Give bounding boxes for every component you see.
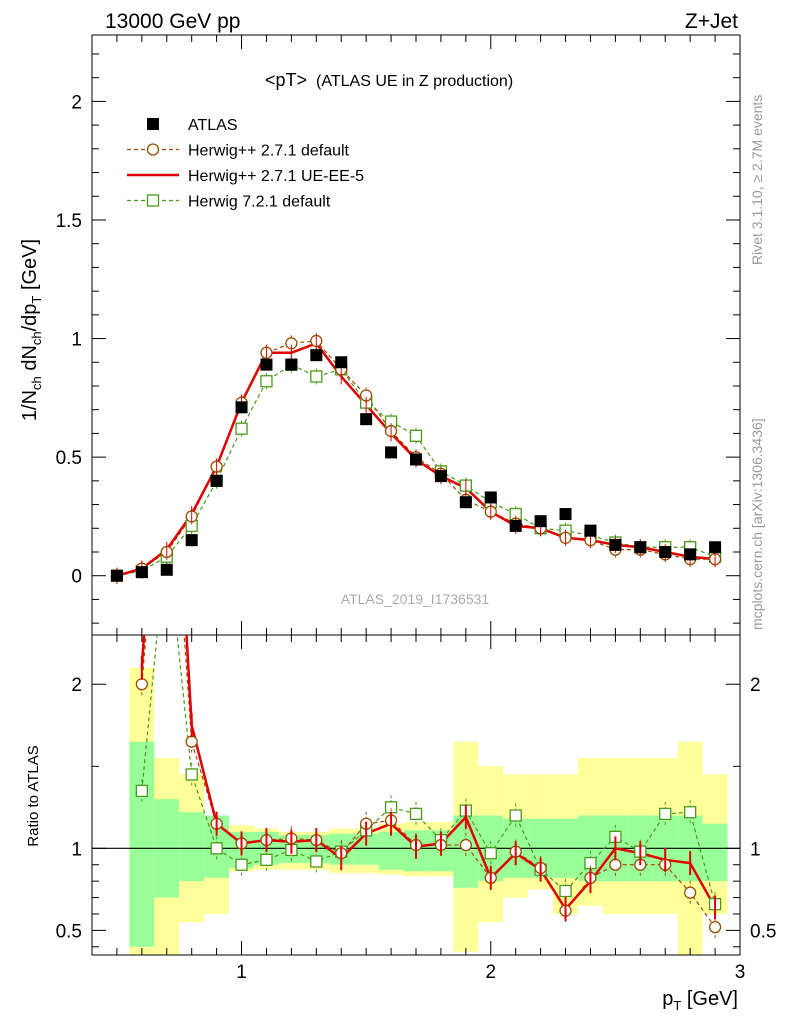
y-tick-label: 1.5 (56, 211, 82, 232)
ratio-point (459, 838, 472, 852)
ratio-y-tick-label-right: 1 (750, 839, 761, 860)
y-tick-label: 2 (71, 92, 82, 113)
atlas-point (135, 566, 148, 579)
rivet-label: Rivet 3.1.10, ≥ 2.7M events (749, 95, 765, 265)
data-point (310, 370, 323, 383)
ratio-point (559, 884, 572, 898)
atlas-point (285, 358, 298, 371)
atlas-point (160, 563, 173, 576)
ratio-point (609, 858, 622, 871)
ratio-point (135, 678, 148, 691)
ratio-point (260, 853, 273, 866)
atlas-point (509, 519, 522, 532)
x-tick-label: 3 (735, 962, 746, 983)
ratio-point (185, 735, 198, 748)
ratio-point (210, 842, 223, 855)
ratio-point (708, 920, 722, 934)
legend-label: Herwig++ 2.7.1 default (188, 143, 350, 160)
ratio-y-tick-label: 2 (71, 675, 82, 696)
ratio-point (235, 858, 248, 871)
plot-title: <pT> (ATLAS UE in Z production) (265, 70, 513, 90)
ratio-point (684, 806, 697, 819)
y-axis-label: 1/Nch dNch/dpT [GeV] (19, 239, 44, 421)
ratio-band-inner (378, 831, 404, 870)
atlas-point (634, 541, 647, 554)
series-line (116, 363, 716, 577)
ratio-point (659, 807, 672, 821)
plot-title-main: <pT> (265, 70, 307, 90)
atlas-point (609, 538, 622, 551)
ratio-y-label: Ratio to ATLAS (25, 745, 42, 846)
atlas-point (434, 470, 447, 483)
atlas-point (335, 356, 348, 369)
ratio-point (310, 855, 323, 868)
legend: ATLAS Herwig++ 2.7.1 default Herwig++ 2.7.… (127, 117, 364, 211)
ratio-y-tick-label: 1 (71, 839, 82, 860)
atlas-point (584, 524, 597, 537)
atlas-point (534, 515, 547, 528)
atlas-point (210, 474, 223, 487)
header-left: 13000 GeV pp (105, 10, 240, 33)
ratio-band-inner (179, 812, 205, 882)
data-point (260, 375, 273, 388)
atlas-point (459, 496, 472, 509)
legend-label: Herwig++ 2.7.1 UE-EE-5 (188, 168, 364, 185)
atlas-point (410, 453, 422, 466)
ratio-point (409, 807, 423, 821)
atlas-point (260, 358, 273, 371)
analysis-watermark: ATLAS_2019_I1736531 (341, 591, 490, 607)
y-tick-label: 1 (71, 330, 82, 351)
svg-text:1/Nch dNch/dpT [GeV]: 1/Nch dNch/dpT [GeV] (19, 239, 44, 421)
ratio-y-tick-label-right: 0.5 (750, 921, 776, 942)
header-right: Z+Jet (685, 10, 738, 33)
atlas-point (484, 491, 497, 504)
atlas-point (385, 446, 398, 459)
atlas-point (559, 508, 572, 521)
legend-marker (146, 194, 160, 207)
atlas-point (360, 413, 373, 426)
ratio-series-group (135, 635, 722, 940)
x-tick-label: 2 (485, 962, 496, 983)
ratio-y-tick-label: 0.5 (56, 921, 82, 942)
x-tick-label: 1 (236, 962, 247, 983)
atlas-point (684, 548, 697, 561)
mcplots-label: mcplots.cern.ch [arXiv:1306.3436] (749, 418, 765, 630)
legend-marker (147, 118, 159, 130)
data-marks (110, 332, 722, 940)
atlas-point (709, 541, 722, 554)
ratio-point (684, 886, 697, 899)
ratio-point (484, 847, 497, 860)
ratio-point (185, 768, 198, 781)
data-point (235, 422, 248, 435)
legend-label: Herwig 7.2.1 default (188, 194, 331, 211)
y-tick-label: 0.5 (56, 448, 82, 469)
atlas-point (185, 534, 198, 547)
data-point (409, 429, 423, 442)
ratio-bands (129, 667, 728, 955)
atlas-point (310, 349, 323, 362)
atlas-point (659, 545, 672, 558)
plot-subtitle: (ATLAS UE in Z production) (316, 73, 513, 90)
ratio-point (509, 809, 522, 822)
atlas-point (110, 569, 123, 582)
ratio-band-inner (129, 741, 155, 947)
ratio-point (135, 784, 148, 798)
x-axis-label: pT [GeV] (662, 988, 738, 1013)
legend-marker (146, 143, 160, 156)
y-tick-label: 0 (71, 567, 82, 588)
ratio-y-tick-label-right: 2 (750, 675, 761, 696)
atlas-point (235, 401, 248, 414)
legend-label: ATLAS (188, 117, 238, 134)
